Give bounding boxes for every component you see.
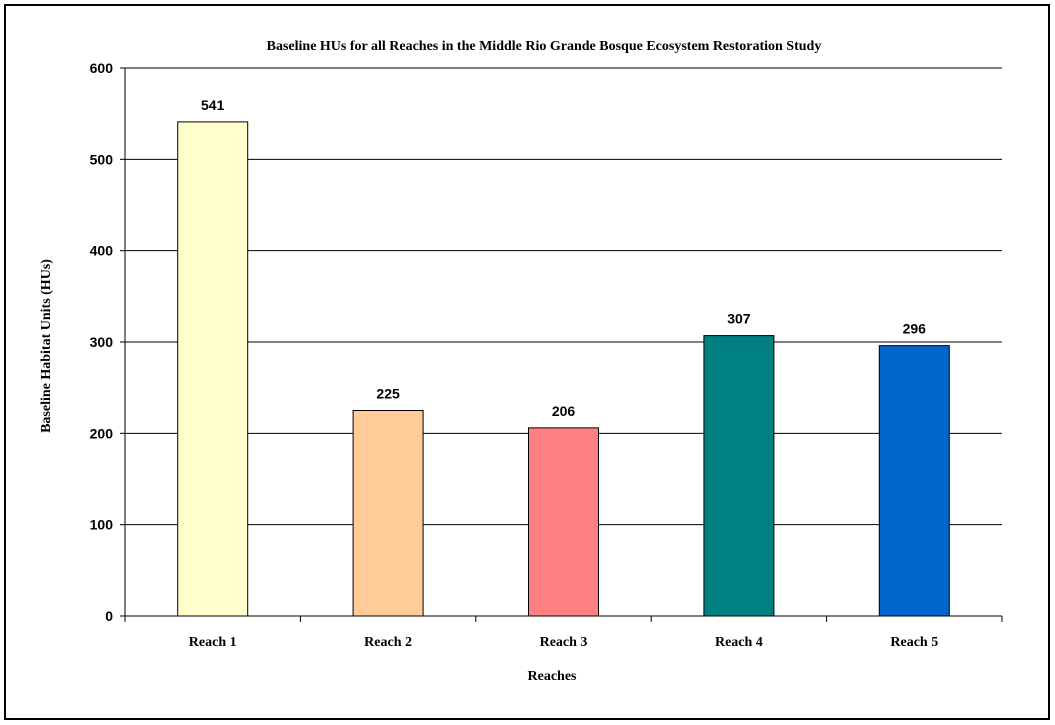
data-label: 541 — [201, 97, 225, 113]
bar — [703, 335, 775, 617]
y-tick-label: 300 — [90, 334, 114, 350]
x-tick-label: Reach 3 — [540, 635, 588, 650]
bars — [177, 121, 950, 617]
chart-title: Baseline HUs for all Reaches in the Midd… — [267, 39, 822, 54]
data-label: 206 — [552, 403, 576, 419]
y-tick-label: 100 — [90, 517, 114, 533]
y-tick-label: 400 — [90, 243, 114, 259]
data-label: 225 — [376, 386, 400, 402]
x-tick-label: Reach 2 — [364, 635, 412, 650]
bar — [352, 410, 424, 617]
x-tick-label: Reach 1 — [189, 635, 237, 650]
x-tick-label: Reach 4 — [715, 635, 763, 650]
bar — [528, 427, 599, 617]
y-tick-label: 200 — [90, 425, 114, 441]
y-tick-label: 500 — [90, 151, 114, 167]
y-tick-label: 600 — [90, 60, 114, 76]
bar — [177, 121, 249, 617]
chart-frame: Baseline HUs for all Reaches in the Midd… — [4, 4, 1050, 720]
data-label: 307 — [727, 311, 751, 327]
data-label: 296 — [903, 321, 927, 337]
bar-chart: Baseline HUs for all Reaches in the Midd… — [39, 39, 1003, 684]
data-labels: 541 225 206 307 296 — [201, 97, 926, 419]
x-axis-label: Reaches — [528, 669, 578, 684]
bar — [878, 345, 950, 617]
gridlines — [125, 67, 1002, 526]
x-ticks: Reach 1 Reach 2 Reach 3 Reach 4 Reach 5 — [124, 616, 1003, 650]
y-ticks: 0 100 200 300 400 500 600 — [90, 60, 125, 624]
y-axis-label: Baseline Habitat Units (HUs) — [39, 259, 54, 433]
y-tick-label: 0 — [105, 608, 113, 624]
x-tick-label: Reach 5 — [890, 635, 938, 650]
